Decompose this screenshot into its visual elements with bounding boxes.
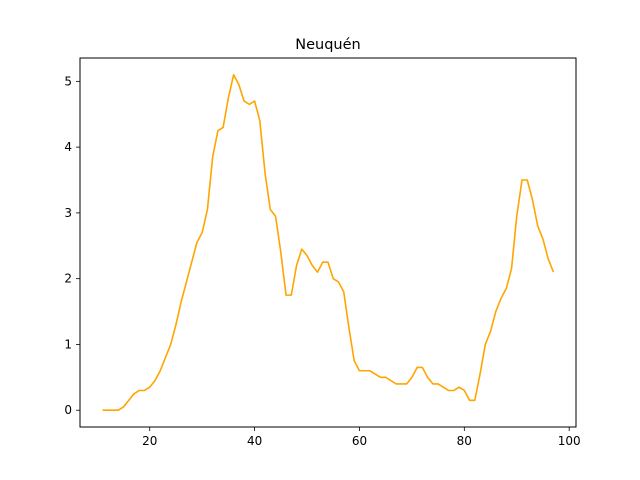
y-tick-label: 4 [64, 140, 72, 154]
y-axis: 0 1 2 3 4 5 [64, 74, 80, 417]
x-tick-label: 20 [142, 434, 157, 448]
y-tick-label: 0 [64, 403, 72, 417]
y-tick-label: 5 [64, 74, 72, 88]
x-tick-label: 100 [558, 434, 581, 448]
y-tick-label: 3 [64, 206, 72, 220]
x-tick-label: 40 [247, 434, 262, 448]
plot-area [102, 73, 555, 412]
chart-title: Neuquén [295, 37, 360, 53]
series-line [102, 73, 555, 412]
plot-frame [79, 57, 577, 428]
x-tick-label: 60 [352, 434, 367, 448]
y-tick-label: 1 [64, 337, 72, 351]
x-axis: 20 40 60 80 100 [142, 427, 581, 448]
x-tick-label: 80 [457, 434, 472, 448]
y-tick-label: 2 [64, 272, 72, 286]
